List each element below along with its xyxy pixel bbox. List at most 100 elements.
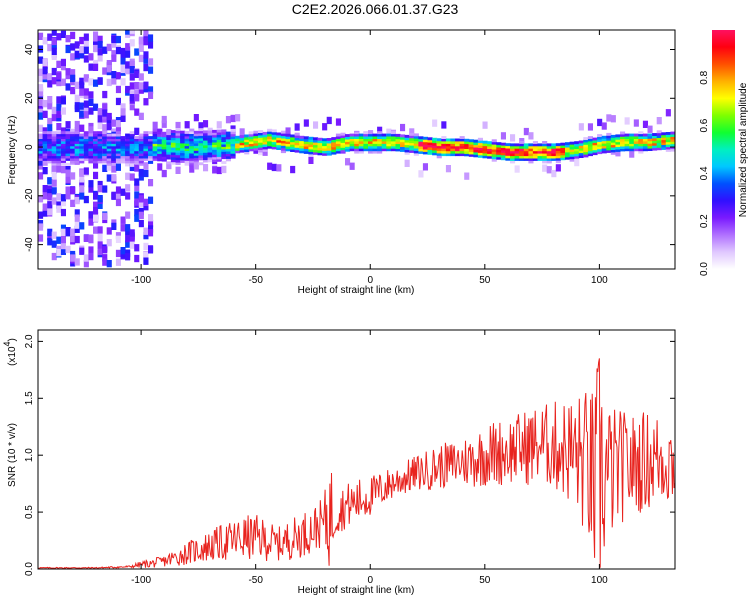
heatmap-cell xyxy=(193,152,199,156)
heatmap-cell xyxy=(313,147,319,150)
heatmap-cell xyxy=(404,142,410,146)
heatmap-cell xyxy=(510,143,516,147)
heatmap-cell xyxy=(514,148,520,152)
heatmap-cell xyxy=(468,149,474,152)
heatmap-cell xyxy=(629,138,635,142)
heatmap-cell xyxy=(565,151,571,155)
heatmap-cell xyxy=(42,167,48,175)
heatmap-cell xyxy=(477,150,483,153)
heatmap-cell xyxy=(473,151,479,155)
heatmap-cell xyxy=(138,143,144,147)
heatmap-cell xyxy=(262,141,268,145)
heatmap-cell xyxy=(477,145,483,148)
heatmap-cell xyxy=(38,211,44,219)
heatmap-cell xyxy=(345,139,351,142)
heatmap-cell xyxy=(335,133,341,137)
heatmap-cell xyxy=(345,141,351,145)
heatmap-cell xyxy=(569,144,575,147)
heatmap-cell xyxy=(70,74,76,82)
x-tick-label: 50 xyxy=(479,275,491,286)
heatmap-cell xyxy=(427,142,433,146)
heatmap-cell xyxy=(102,254,108,262)
heatmap-cell xyxy=(106,43,112,52)
heatmap-cell xyxy=(175,130,181,134)
heatmap-cell xyxy=(514,153,520,157)
heatmap-cell xyxy=(193,135,199,139)
heatmap-cell xyxy=(258,144,264,148)
snr-x-label: Height of straight line (km) xyxy=(298,585,415,596)
heatmap-cell xyxy=(97,48,103,56)
heatmap-cell xyxy=(583,141,589,145)
heatmap-cell xyxy=(193,157,199,161)
heatmap-cell xyxy=(125,61,131,69)
heatmap-cell xyxy=(358,138,364,142)
heatmap-cell xyxy=(129,241,135,249)
heatmap-cell xyxy=(42,160,48,164)
heatmap-cell xyxy=(587,148,593,152)
heatmap-cell xyxy=(70,138,76,142)
heatmap-cell xyxy=(65,68,71,76)
heatmap-cell xyxy=(601,140,607,144)
heatmap-cell xyxy=(138,162,144,166)
heatmap-cell xyxy=(445,150,451,154)
heatmap-cell xyxy=(597,136,603,140)
heatmap-cell xyxy=(459,150,465,154)
heatmap-cell xyxy=(161,134,167,138)
heatmap-cell xyxy=(491,151,497,155)
heatmap-cell xyxy=(51,158,57,161)
heatmap-cell xyxy=(271,136,277,140)
heatmap-cell xyxy=(510,158,516,161)
heatmap-cell xyxy=(56,193,62,201)
heatmap-cell xyxy=(93,103,99,111)
heatmap-cell xyxy=(51,252,57,261)
heatmap-cell xyxy=(38,162,44,170)
heatmap-cell xyxy=(193,147,199,151)
heatmap-cell xyxy=(198,155,204,158)
heatmap-cell xyxy=(523,158,529,161)
heatmap-cell xyxy=(432,150,438,153)
heatmap-cell xyxy=(500,150,506,153)
heatmap-cell xyxy=(542,160,548,164)
heatmap-cell xyxy=(299,140,305,144)
heatmap-cell xyxy=(638,136,644,139)
heatmap-cell xyxy=(395,133,401,137)
heatmap-cell xyxy=(285,136,291,140)
heatmap-cell xyxy=(97,131,103,135)
heatmap-cell xyxy=(574,141,580,145)
heatmap-cell xyxy=(189,150,195,154)
heatmap-cell xyxy=(102,143,108,147)
heatmap-cell xyxy=(400,144,406,147)
heatmap-cell xyxy=(267,162,273,170)
heatmap-cell xyxy=(221,153,227,157)
heatmap-cell xyxy=(514,145,520,149)
heatmap-cell xyxy=(303,136,309,140)
heatmap-cell xyxy=(670,143,675,147)
heatmap-cell xyxy=(189,128,195,132)
heatmap-cell xyxy=(212,142,218,145)
heatmap-cell xyxy=(148,225,154,233)
heatmap-cell xyxy=(198,135,204,139)
heatmap-cell xyxy=(70,69,76,77)
heatmap-cell xyxy=(413,152,419,156)
heatmap-cell xyxy=(198,150,204,153)
heatmap-cell xyxy=(542,155,548,159)
heatmap-cell xyxy=(134,127,140,135)
heatmap-cell xyxy=(642,145,648,149)
heatmap-cell xyxy=(409,140,415,144)
heatmap-cell xyxy=(56,165,62,173)
heatmap-cell xyxy=(546,155,552,159)
heatmap-cell xyxy=(248,131,254,135)
heatmap-cell xyxy=(70,172,76,180)
heatmap-cell xyxy=(482,121,488,129)
heatmap-cell xyxy=(88,141,94,144)
heatmap-cell xyxy=(473,144,479,148)
heatmap-cell xyxy=(368,143,374,147)
heatmap-cell xyxy=(422,163,428,171)
heatmap-cell xyxy=(450,150,456,154)
heatmap-cell xyxy=(262,136,268,140)
heatmap-cell xyxy=(51,162,57,166)
heatmap-cell xyxy=(239,137,245,141)
heatmap-cell xyxy=(60,162,66,166)
heatmap-cell xyxy=(326,152,332,156)
heatmap-cell xyxy=(65,158,71,161)
